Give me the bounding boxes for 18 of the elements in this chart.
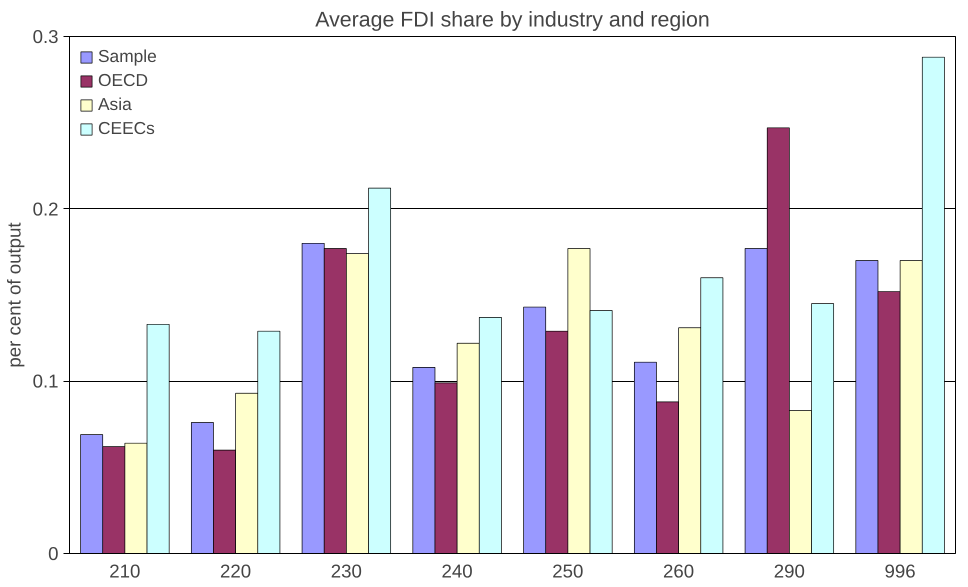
legend-label: Asia — [98, 94, 132, 115]
x-tick-label: 250 — [552, 560, 584, 582]
x-tick-label: 260 — [663, 560, 694, 582]
y-tick-label: 0.1 — [32, 370, 59, 392]
x-tick-label: 220 — [220, 560, 252, 582]
y-axis-title: per cent of output — [4, 222, 25, 368]
x-tick-label: 210 — [109, 560, 140, 582]
x-tick-label: 230 — [330, 560, 362, 582]
legend-label: OECD — [98, 70, 148, 91]
y-tick-label: 0.2 — [32, 198, 59, 220]
x-tick-label: 996 — [884, 560, 916, 582]
legend-label: CEECs — [98, 118, 155, 139]
chart-title: Average FDI share by industry and region — [315, 8, 710, 32]
x-tick-label: 240 — [442, 560, 473, 582]
y-tick-label: 0.3 — [32, 26, 59, 47]
x-tick-label: 290 — [774, 560, 805, 582]
y-tick-label: 0 — [48, 543, 59, 564]
legend-label: Sample — [98, 46, 157, 67]
